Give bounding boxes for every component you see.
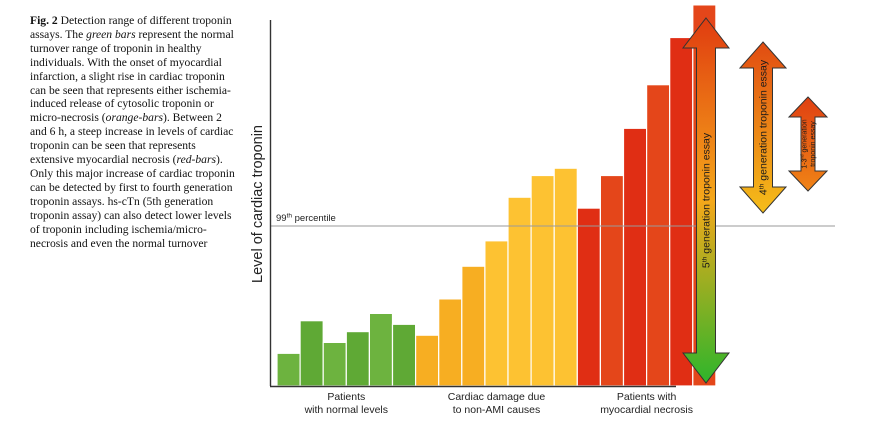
group-label-1-line-1: Patients xyxy=(327,391,365,403)
assay-arrow-3 xyxy=(787,96,829,192)
caption-text: represent the normal turnover range of t… xyxy=(30,27,234,125)
red-bar-2 xyxy=(599,174,625,387)
caption-text: ). Between 2 and 6 h, a steep increase i… xyxy=(30,111,234,167)
figure-caption: Fig. 2 Detection range of different trop… xyxy=(30,14,238,250)
orange-bar-7 xyxy=(553,167,578,387)
caption-emphasis: green bars xyxy=(86,27,136,41)
caption-body: Detection range of different troponin as… xyxy=(30,14,235,250)
group-label-2-line-2: to non-AMI causes xyxy=(453,404,541,416)
orange-bar-6 xyxy=(530,174,555,387)
green-bar-2 xyxy=(299,320,324,387)
orange-bar-3 xyxy=(461,265,486,387)
red-bar-3 xyxy=(622,127,648,387)
green-bar-5 xyxy=(368,312,394,387)
assay-arrows: 5th generation troponin essay 4th generat… xyxy=(681,17,829,384)
percentile-label: 99th percentile xyxy=(276,213,336,225)
assay-arrow-3-label-2: troponin essay xyxy=(810,121,817,167)
caption-text: Detection range of different troponin as… xyxy=(30,14,232,41)
y-axis-label: Level of cardiac troponin xyxy=(250,125,266,283)
assay-arrow-2-label: 4th generation troponin essay xyxy=(758,59,770,195)
red-bar-5 xyxy=(669,36,694,387)
caption-text: ). Only this major increase of cardiac t… xyxy=(30,153,235,250)
green-bar-6 xyxy=(391,323,417,387)
bars-group xyxy=(276,4,717,387)
group-label-3-line-2: myocardial necrosis xyxy=(600,404,693,416)
green-bar-3 xyxy=(322,341,347,387)
green-bar-4 xyxy=(345,331,370,387)
assay-arrow-2 xyxy=(738,41,788,214)
orange-bar-1 xyxy=(415,334,440,387)
figure-label: Fig. 2 xyxy=(30,14,58,27)
orange-bar-2 xyxy=(438,298,463,387)
assay-arrow-3-label: 1-3rd generation xyxy=(800,119,809,168)
assay-arrow-1 xyxy=(681,17,731,384)
orange-bar-4 xyxy=(484,240,509,387)
caption-emphasis: orange-bars xyxy=(105,111,163,125)
group-label-3-line-1: Patients with xyxy=(617,391,677,403)
caption-emphasis: red-bars xyxy=(176,153,216,167)
group-label-1-line-2: with normal levels xyxy=(304,404,388,416)
red-bar-1 xyxy=(576,207,601,387)
assay-arrow-1-label: 5th generation troponin essay xyxy=(701,132,713,268)
group-label-2-line-1: Cardiac damage due xyxy=(448,391,546,403)
red-bar-4 xyxy=(645,84,671,387)
green-bar-1 xyxy=(276,352,301,387)
